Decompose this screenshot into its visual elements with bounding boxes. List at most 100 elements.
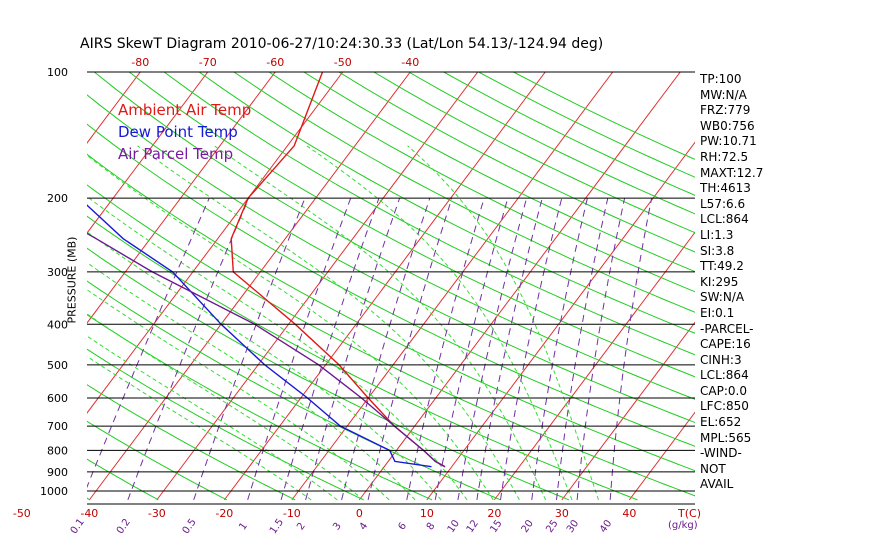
moist-adiabat-line bbox=[87, 195, 468, 501]
dry-adiabat-line bbox=[478, 72, 695, 178]
mixing-ratio-label: 40 bbox=[598, 518, 614, 535]
sounding-index-item: TT:49.2 bbox=[700, 259, 744, 274]
sounding-series bbox=[87, 72, 446, 468]
top-temp-tick-label: -60 bbox=[266, 56, 284, 69]
dry-adiabat-line bbox=[87, 215, 638, 501]
isotherm-line bbox=[87, 72, 344, 414]
pressure-tick-label: 500 bbox=[47, 359, 68, 372]
dry-adiabat-line bbox=[87, 123, 695, 447]
dewpoint-temp-line bbox=[87, 204, 432, 468]
dry-adiabat-line bbox=[87, 314, 433, 501]
dry-adiabat-line bbox=[87, 384, 296, 501]
bottom-temp-tick-label: 40 bbox=[622, 507, 636, 520]
dry-adiabat-line bbox=[128, 72, 695, 378]
mixing-ratio-label: 0.2 bbox=[115, 517, 133, 536]
mixing-ratio-label: 1 bbox=[237, 521, 250, 533]
legend-parcel: Air Parcel Temp bbox=[118, 145, 234, 163]
dry-adiabat-lines bbox=[87, 72, 695, 501]
sounding-index-item: FRZ:779 bbox=[700, 103, 751, 118]
top-temp-tick-label: -40 bbox=[401, 56, 419, 69]
bottom-temp-tick-label: -30 bbox=[148, 507, 166, 520]
y-axis-label: PRESSURE (MB) bbox=[65, 236, 79, 324]
sounding-index-item: -WIND- bbox=[700, 446, 742, 461]
dry-adiabat-line bbox=[338, 72, 695, 253]
sounding-index-item: LI:1.3 bbox=[700, 227, 734, 242]
temp-unit-label: T(C) bbox=[677, 507, 701, 520]
sounding-index-item: TH:4613 bbox=[700, 181, 751, 196]
mixing-ratio-line bbox=[127, 197, 250, 501]
top-temp-tick-label: -50 bbox=[334, 56, 352, 69]
mixing-ratio-label: 15 bbox=[488, 518, 504, 535]
mixing-ratio-line bbox=[87, 197, 210, 489]
dry-adiabat-line bbox=[87, 280, 501, 501]
sounding-index-item: SI:3.8 bbox=[700, 243, 735, 258]
isotherm-line bbox=[561, 321, 695, 501]
mixing-ratio-label: 10 bbox=[446, 518, 462, 535]
mixing-ratio-line bbox=[280, 197, 380, 501]
sounding-index-item: EI:0.1 bbox=[700, 305, 735, 320]
bottom-temp-tick-label: -40 bbox=[80, 507, 98, 520]
dry-adiabat-line bbox=[87, 153, 695, 472]
mixing-ratio-lines bbox=[87, 197, 653, 501]
mixing-ratio-line bbox=[247, 197, 352, 501]
dry-adiabat-line bbox=[93, 72, 695, 400]
dry-adiabat-line bbox=[87, 184, 695, 497]
parcel-temp-line bbox=[87, 232, 446, 468]
bottom-temp-tick-label: 30 bbox=[555, 507, 569, 520]
isotherm-line bbox=[223, 72, 546, 501]
mixing-ratio-line bbox=[609, 198, 653, 500]
sounding-index-item: RH:72.5 bbox=[700, 149, 749, 164]
isotherm-line bbox=[493, 231, 695, 501]
mixing-ratio-line bbox=[576, 197, 626, 500]
dry-adiabat-line bbox=[87, 420, 228, 501]
sounding-indices-panel: TP:100 MW:N/A FRZ:779 WB0:756 PW:10.71 RH:72.… bbox=[700, 72, 763, 493]
bottom-temp-tick-label: -10 bbox=[283, 507, 301, 520]
sounding-index-item: L57:6.6 bbox=[700, 196, 746, 211]
mixing-ratio-line bbox=[305, 197, 401, 501]
bottom-temp-tick-label: -50 bbox=[13, 507, 31, 520]
pressure-tick-label: 1000 bbox=[40, 485, 68, 498]
sounding-index-item: NOT bbox=[700, 461, 726, 476]
bottom-temp-tick-label: 20 bbox=[487, 507, 501, 520]
pressure-tick-label: 300 bbox=[47, 266, 68, 279]
dry-adiabat-line bbox=[303, 72, 695, 273]
sounding-index-item: MPL:565 bbox=[700, 430, 752, 445]
sounding-index-item: LCL:864 bbox=[700, 212, 749, 227]
mixing-ratio-line bbox=[457, 197, 528, 500]
dry-adiabat-line bbox=[233, 72, 695, 313]
sounding-index-item: SW:N/A bbox=[700, 290, 745, 305]
pressure-tick-label: 200 bbox=[47, 192, 68, 205]
sounding-index-item: -PARCEL- bbox=[700, 321, 754, 336]
pressure-tick-label: 900 bbox=[47, 466, 68, 479]
isotherm-line bbox=[0, 72, 73, 500]
sounding-index-item: CAPE:16 bbox=[700, 337, 751, 352]
bottom-temp-tick-label: 0 bbox=[356, 507, 363, 520]
mixing-ratio-label: 30 bbox=[565, 518, 581, 535]
mixing-ratio-label: 0.5 bbox=[181, 517, 199, 536]
dry-adiabat-line bbox=[87, 247, 570, 501]
dry-adiabat-line bbox=[408, 72, 695, 215]
dry-adiabat-line bbox=[443, 72, 695, 196]
sounding-index-item: KI:295 bbox=[700, 274, 739, 289]
dry-adiabat-line bbox=[163, 72, 695, 356]
isotherm-line bbox=[628, 411, 695, 501]
bottom-temp-tick-label: 10 bbox=[420, 507, 434, 520]
dry-adiabat-line bbox=[87, 458, 159, 501]
sounding-index-item: WB0:756 bbox=[700, 118, 755, 133]
mixing-ratio-label: 25 bbox=[544, 518, 560, 535]
bottom-temp-tick-label: -20 bbox=[215, 507, 233, 520]
mixing-ratio-line bbox=[531, 197, 588, 500]
dry-adiabat-line bbox=[268, 72, 695, 293]
mixing-ratio-line bbox=[476, 197, 543, 500]
sounding-index-item: PW:10.71 bbox=[700, 134, 757, 149]
top-temp-tick-label: -80 bbox=[131, 56, 149, 69]
isotherm-line bbox=[0, 72, 5, 500]
mixing-ratio-label: 12 bbox=[465, 518, 481, 535]
legend-dewpoint: Dew Point Temp bbox=[118, 123, 238, 141]
mixing-ratio-line bbox=[193, 197, 306, 501]
moist-adiabat-line bbox=[87, 154, 494, 501]
dry-adiabat-line bbox=[87, 348, 364, 501]
sounding-index-item: MW:N/A bbox=[700, 87, 747, 102]
mixing-ratio-line bbox=[341, 197, 431, 501]
